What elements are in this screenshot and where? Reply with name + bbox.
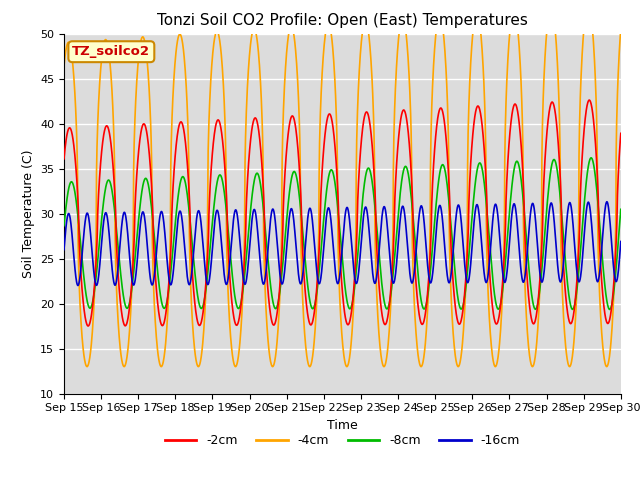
Y-axis label: Soil Temperature (C): Soil Temperature (C) bbox=[22, 149, 35, 278]
X-axis label: Time: Time bbox=[327, 419, 358, 432]
Legend: -2cm, -4cm, -8cm, -16cm: -2cm, -4cm, -8cm, -16cm bbox=[160, 429, 525, 452]
Text: TZ_soilco2: TZ_soilco2 bbox=[72, 45, 150, 58]
Title: Tonzi Soil CO2 Profile: Open (East) Temperatures: Tonzi Soil CO2 Profile: Open (East) Temp… bbox=[157, 13, 528, 28]
